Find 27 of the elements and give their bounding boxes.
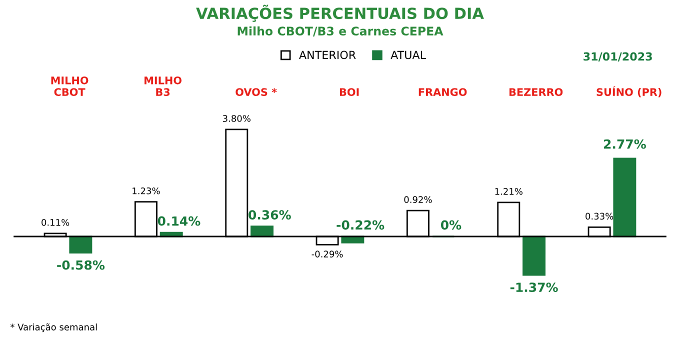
- data-label: -1.37%: [510, 282, 558, 292]
- data-label: -0.29%: [312, 250, 343, 258]
- legend-label: ATUAL: [390, 50, 426, 60]
- x-tick-label: MILHO CBOT: [51, 76, 88, 96]
- data-label: 2.77%: [604, 139, 646, 149]
- text: * Variação semanal: [10, 323, 97, 332]
- legend-label: ANTERIOR: [299, 50, 356, 60]
- x-tick-label: BOI: [340, 88, 359, 96]
- data-label: 1.23%: [132, 187, 160, 194]
- data-label: -0.58%: [57, 260, 105, 270]
- x-tick-label: MILHO B3: [144, 76, 182, 96]
- data-label: 1.21%: [495, 188, 522, 195]
- x-tick-label: BEZERRO: [509, 88, 563, 96]
- data-label: 0.92%: [404, 196, 432, 204]
- data-label: -0.22%: [336, 220, 384, 230]
- data-label: 0.36%: [248, 210, 291, 220]
- data-label: 0.14%: [158, 216, 200, 226]
- data-label: 0.11%: [42, 219, 70, 226]
- x-tick-label: SUÍNO (PR): [596, 86, 662, 98]
- chart-subtitle: Milho CBOT/B3 e Carnes CEPEA: [238, 26, 444, 36]
- x-tick-label: FRANGO: [418, 88, 467, 96]
- data-label: 3.80%: [222, 115, 250, 122]
- data-label: 0%: [440, 220, 462, 230]
- chart-title: VARIAÇÕES PERCENTUAIS DO DIA: [196, 4, 484, 22]
- data-label: 0.33%: [586, 212, 614, 220]
- x-tick-label: OVOS *: [236, 88, 277, 96]
- text: 31/01/2023: [584, 52, 652, 62]
